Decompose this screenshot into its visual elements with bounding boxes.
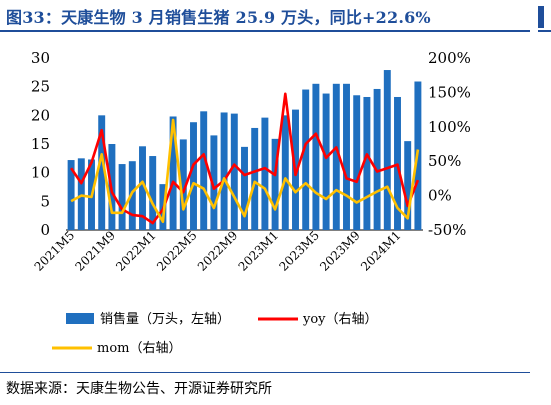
right-tick-label: 150%	[428, 83, 471, 101]
x-tick-label: 2022M1	[113, 228, 159, 274]
x-tick-label: 2023M9	[317, 228, 363, 274]
bar-2022M9	[230, 113, 238, 230]
bar-2023M6	[322, 93, 330, 230]
left-axis: 0 5 10 15 20 25 30	[31, 49, 50, 239]
bar-2022M3	[169, 116, 177, 230]
left-tick-label: 15	[31, 135, 50, 153]
source-rule	[0, 372, 530, 373]
x-tick-label: 2023M1	[236, 228, 282, 274]
bar-2024M2	[404, 141, 412, 230]
x-tick-label: 2021M9	[72, 228, 118, 274]
right-tick-label: -50%	[428, 221, 466, 239]
x-tick-label: 2024M1	[358, 228, 404, 274]
bar-2022M6	[200, 111, 208, 230]
bar-2022M4	[179, 139, 187, 230]
bar-2022M5	[190, 122, 197, 230]
left-tick-label: 0	[40, 221, 50, 239]
title-rule	[0, 30, 530, 32]
right-tick-label: 50%	[428, 152, 461, 170]
bar-2023M9	[353, 95, 361, 230]
bar-2021M5	[67, 160, 75, 230]
combo-chart: 0 5 10 15 20 25 30 -50% 0% 50% 100% 150% 200% 2021M…	[31, 49, 471, 356]
bar-2022M1	[149, 156, 157, 230]
bar-2023M11	[373, 88, 381, 231]
legend-swatch-bar	[66, 313, 94, 324]
legend-label-yoy: yoy（右轴）	[302, 312, 378, 327]
bar-2022M8	[220, 112, 228, 230]
left-tick-label: 10	[31, 164, 50, 182]
bar-2023M10	[363, 96, 371, 230]
plot-area	[66, 70, 423, 231]
adjacent-page-stub	[538, 6, 544, 28]
right-tick-label: 100%	[428, 118, 471, 136]
legend-label-mom: mom（右轴）	[97, 341, 181, 356]
yoy-line	[70, 92, 420, 225]
mom-line	[70, 118, 420, 223]
adjacent-page-rule	[538, 30, 551, 32]
left-tick-label: 20	[31, 106, 50, 124]
x-tick-label: 2022M9	[195, 228, 241, 274]
right-axis: -50% 0% 50% 100% 150% 200%	[428, 49, 471, 239]
x-tick-label: 2023M5	[276, 228, 322, 274]
left-tick-label: 30	[31, 49, 50, 67]
bar-2021M6	[77, 158, 85, 230]
bar-2022M12	[261, 117, 269, 230]
left-tick-label: 25	[31, 78, 50, 96]
bar-2023M2	[281, 115, 289, 230]
x-tick-label: 2022M5	[154, 228, 200, 274]
bar-2022M10	[241, 146, 248, 230]
left-tick-label: 5	[40, 192, 50, 210]
bar-2022M7	[210, 135, 218, 230]
source-note: 数据来源：天康生物公告、开源证券研究所	[6, 381, 272, 397]
x-tick-label: 2021M5	[32, 228, 78, 274]
bar-2023M7	[332, 83, 340, 230]
legend: 销售量（万头，左轴） yoy（右轴） mom（右轴）	[52, 311, 378, 356]
legend-label-bar: 销售量（万头，左轴）	[100, 311, 230, 327]
bar-2023M5	[312, 83, 320, 230]
bar-2021M11	[128, 161, 136, 230]
bar-2021M12	[139, 146, 146, 230]
right-tick-label: 200%	[428, 49, 471, 67]
figure-title: 图33：天康生物 3 月销售生猪 25.9 万头，同比+22.6%	[6, 8, 431, 27]
x-axis: 2021M52021M92022M12022M52022M92023M12023…	[32, 228, 404, 274]
bar-2021M8	[98, 115, 106, 230]
bar-2023M1	[271, 138, 279, 230]
right-tick-label: 0%	[428, 187, 452, 205]
bar-2023M8	[343, 83, 350, 230]
bar-2023M4	[302, 89, 310, 231]
bar-2023M12	[383, 70, 391, 230]
bar-2021M10	[118, 164, 126, 230]
bar-2022M11	[251, 127, 259, 230]
